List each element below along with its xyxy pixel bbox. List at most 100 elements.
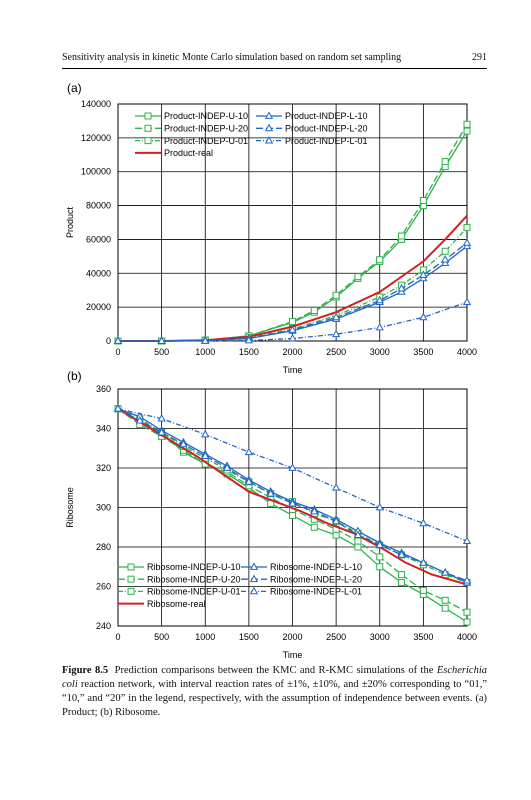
panel-b-x-tick-label: 2500 — [326, 632, 346, 642]
panel-a-data-point — [157, 336, 166, 344]
panel-b-data-point — [288, 463, 297, 471]
panel-b-data-point — [113, 404, 123, 412]
panel-b-series-line — [117, 408, 468, 584]
panel-a-y-tick-label: 80000 — [86, 201, 111, 211]
panel-b-series-Ribosome-INDEP-U-20 — [114, 405, 471, 616]
panel-b-legend-entry: Ribosome-INDEP-U-01 — [147, 587, 241, 597]
panel-a-y-tick-label: 100000 — [81, 167, 111, 177]
panel-b-data-point — [332, 531, 340, 539]
panel-a-data-point — [398, 232, 406, 240]
panel-b-data-point — [331, 483, 341, 491]
panel-b-data-point — [289, 511, 296, 519]
panel-a-data-point — [331, 329, 341, 338]
panel-a-data-point — [375, 322, 384, 331]
panel-b-data-point — [266, 489, 275, 497]
panel-a-legend-marker — [144, 124, 152, 132]
panel-b-data-point — [419, 586, 427, 594]
panel-b-data-point — [201, 429, 210, 438]
panel-b-data-point — [244, 447, 254, 456]
caption-species: Escherichia coli — [62, 665, 487, 690]
panel-a-data-point — [441, 255, 450, 263]
panel-b-legend-entry: Ribosome-real — [147, 599, 206, 609]
panel-a-data-point — [463, 120, 471, 128]
panel-b-data-point — [419, 518, 428, 527]
panel-a-x-tick-label: 500 — [154, 347, 169, 357]
panel-b-data-point — [463, 618, 471, 626]
panel-b-series-Ribosome-INDEP-L-20 — [113, 404, 472, 584]
panel-b-y-tick-label: 300 — [96, 503, 111, 513]
panel-b-data-point — [441, 568, 450, 576]
panel-a-y-tick-label: 0 — [106, 336, 111, 346]
panel-a-y-tick-label: 120000 — [81, 133, 111, 143]
panel-a-y-axis-label: Product — [65, 206, 75, 238]
panel-b-plot-frame — [117, 388, 468, 627]
panel-a-data-point — [441, 247, 449, 255]
panel-a-legend-entry: Product-INDEP-L-10 — [285, 111, 368, 121]
panel-a-data-point — [113, 336, 123, 344]
panel-a-y-tick-label: 40000 — [86, 268, 111, 278]
panel-b-data-point — [222, 463, 232, 471]
panel-a-label: (a) — [67, 81, 82, 95]
panel-a-legend-marker — [264, 111, 274, 119]
panel-b-data-point — [157, 427, 166, 436]
panel-a-legend-marker — [264, 135, 274, 144]
page-header: Sensitivity analysis in kinetic Monte Ca… — [62, 52, 487, 66]
panel-b-legend-marker — [249, 562, 259, 570]
panel-b-legend-entry: Ribosome-INDEP-U-10 — [147, 562, 241, 572]
panel-b-x-tick-label: 500 — [154, 632, 169, 642]
panel-b-x-tick-label: 1000 — [195, 632, 215, 642]
panel-b-data-point — [201, 451, 210, 460]
panel-a-x-tick-label: 3500 — [413, 347, 433, 357]
panel-a-y-tick-label: 60000 — [86, 234, 111, 244]
panel-a-data-point — [441, 158, 449, 166]
panel-b-label: (b) — [67, 369, 82, 383]
panel-a-legend-entry: Product-INDEP-L-20 — [285, 124, 368, 134]
panel-a-data-point — [419, 270, 428, 278]
panel-a-data-point — [462, 297, 472, 305]
panel-a-data-point — [419, 312, 428, 321]
panel-b-x-tick-label: 3000 — [370, 632, 390, 642]
panel-b-data-point — [441, 596, 449, 604]
panel-b-data-point — [462, 536, 472, 544]
panel-a-data-point — [462, 238, 472, 246]
panel-b-data-point — [179, 439, 188, 448]
panel-a-x-tick-label: 1500 — [239, 347, 259, 357]
panel-a-series-Product-INDEP-L-01 — [113, 297, 472, 344]
panel-a-data-point — [463, 224, 471, 232]
panel-b-data-point — [376, 553, 384, 561]
panel-a-data-point — [375, 295, 384, 304]
panel-a-legend-marker — [144, 112, 152, 120]
panel-a-y-tick-label: 20000 — [86, 302, 111, 312]
panel-b-data-point — [288, 498, 297, 507]
panel-a-x-tick-label: 2000 — [282, 347, 302, 357]
caption-label: Figure 8.5 — [62, 665, 109, 676]
panel-a-x-tick-label: 4000 — [457, 347, 477, 357]
panel-a-data-point — [332, 291, 340, 299]
panel-b-data-point — [354, 543, 362, 551]
panel-b-data-point — [463, 608, 471, 616]
panel-b-data-point — [331, 516, 341, 525]
panel-a-legend-entry: Product-real — [164, 148, 213, 158]
panel-a-data-point — [310, 307, 318, 315]
panel-a-legend-entry: Product-INDEP-U-20 — [164, 124, 248, 134]
panel-b-y-tick-label: 320 — [96, 463, 111, 473]
panel-b-data-point — [462, 575, 472, 584]
panel-a-data-point — [354, 273, 362, 281]
panel-b-series-line — [117, 407, 468, 586]
panel-b-legend-marker — [127, 563, 135, 571]
panel-b-series-line — [117, 408, 468, 582]
panel-a-legend-entry: Product-INDEP-U-01 — [164, 136, 248, 146]
panel-a-data-point — [331, 312, 341, 321]
panel-b-legend-marker — [127, 575, 135, 583]
panel-a-x-tick-label: 2500 — [326, 347, 346, 357]
page-number: 291 — [472, 52, 487, 63]
panel-b-y-tick-label: 260 — [96, 582, 111, 592]
caption-text-1: Prediction comparisons between the KMC a… — [114, 665, 434, 676]
panel-b-data-point — [398, 571, 406, 579]
panel-a-data-point — [201, 336, 210, 344]
panel-b-data-point — [157, 413, 166, 422]
panel-a-data-point — [376, 256, 384, 264]
panel-a-legend-entry: Product-INDEP-L-01 — [285, 136, 368, 146]
panel-b-y-tick-label: 340 — [96, 424, 111, 434]
